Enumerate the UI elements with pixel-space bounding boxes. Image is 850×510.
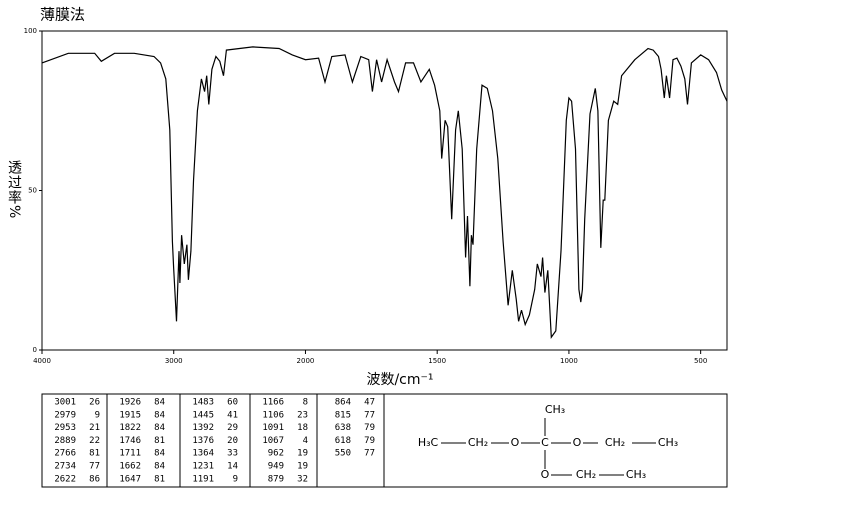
peak-transmittance: 84 [154, 449, 165, 459]
plot-frame [41, 30, 728, 351]
x-tick-label: 1500 [428, 357, 446, 365]
peak-wavenumber: 1711 [119, 449, 141, 459]
peak-wavenumber: 1915 [119, 410, 141, 420]
x-tick-label: 4000 [33, 357, 51, 365]
atom-label: O [541, 468, 550, 481]
peak-transmittance: 77 [89, 462, 100, 472]
peak-wavenumber: 1364 [192, 449, 214, 459]
peak-transmittance: 19 [297, 449, 308, 459]
peak-transmittance: 84 [154, 462, 165, 472]
peak-wavenumber: 3001 [54, 398, 76, 408]
atom-label: O [511, 436, 520, 449]
peak-transmittance: 14 [227, 462, 238, 472]
structure-bonds [441, 418, 656, 476]
peak-transmittance: 81 [154, 436, 165, 446]
peak-wavenumber: 1662 [119, 462, 141, 472]
atom-label: CH₃ [658, 436, 678, 449]
peak-transmittance: 77 [364, 410, 375, 420]
atom-label: H₃C [418, 436, 439, 449]
peak-transmittance: 84 [154, 423, 165, 433]
peak-transmittance: 86 [89, 474, 100, 484]
x-tick-label: 3000 [165, 357, 183, 365]
peak-wavenumber: 618 [335, 436, 351, 446]
peak-wavenumber: 949 [268, 462, 284, 472]
peak-transmittance: 79 [364, 436, 375, 446]
peak-wavenumber: 550 [335, 449, 351, 459]
atom-label: CH₂ [576, 468, 596, 481]
peak-wavenumber: 1191 [192, 474, 214, 484]
peak-transmittance: 47 [364, 398, 375, 408]
peak-wavenumber: 1067 [262, 436, 284, 446]
x-tick-label: 500 [694, 357, 707, 365]
peak-wavenumber: 1166 [262, 398, 284, 408]
peak-wavenumber: 1483 [192, 398, 214, 408]
peak-wavenumber: 2979 [54, 410, 76, 420]
peak-transmittance: 18 [297, 423, 308, 433]
atom-label: CH₂ [468, 436, 488, 449]
peak-wavenumber: 2889 [54, 436, 76, 446]
peak-transmittance: 84 [154, 398, 165, 408]
peak-transmittance: 77 [364, 449, 375, 459]
atom-label: O [573, 436, 582, 449]
peak-transmittance: 21 [89, 423, 100, 433]
peak-transmittance: 8 [303, 398, 308, 408]
peak-wavenumber: 1926 [119, 398, 141, 408]
peak-wavenumber: 2734 [54, 462, 76, 472]
chart-title: 薄膜法 [40, 6, 85, 24]
peak-transmittance: 29 [227, 423, 238, 433]
peak-transmittance: 9 [233, 474, 238, 484]
peak-transmittance: 41 [227, 410, 238, 420]
y-tick-label: 50 [28, 187, 37, 195]
peak-wavenumber: 2953 [54, 423, 76, 433]
peak-wavenumber: 815 [335, 410, 351, 420]
peak-transmittance: 60 [227, 398, 238, 408]
peak-transmittance: 20 [227, 436, 238, 446]
atom-label: C [541, 436, 549, 449]
peak-wavenumber: 2766 [54, 449, 76, 459]
atom-label: CH₂ [605, 436, 625, 449]
peak-wavenumber: 1106 [262, 410, 284, 420]
atom-label: CH₃ [545, 403, 565, 416]
peak-wavenumber: 1392 [192, 423, 214, 433]
peak-transmittance: 84 [154, 410, 165, 420]
peak-wavenumber: 1376 [192, 436, 214, 446]
peak-transmittance: 26 [89, 398, 100, 408]
peak-wavenumber: 638 [335, 423, 351, 433]
peak-wavenumber: 1647 [119, 474, 141, 484]
y-tick-label: 100 [24, 27, 37, 35]
spectrum-line [41, 46, 728, 339]
y-tick-label: 0 [33, 346, 37, 354]
peak-wavenumber: 864 [335, 398, 351, 408]
peak-transmittance: 79 [364, 423, 375, 433]
peak-wavenumber: 1445 [192, 410, 214, 420]
peak-transmittance: 32 [297, 474, 308, 484]
peak-wavenumber: 879 [268, 474, 284, 484]
x-tick-label: 2000 [297, 357, 315, 365]
peak-transmittance: 19 [297, 462, 308, 472]
y-axis-label: 透过率% [6, 160, 22, 220]
peak-wavenumber: 962 [268, 449, 284, 459]
peak-transmittance: 81 [89, 449, 100, 459]
peak-wavenumber: 1231 [192, 462, 214, 472]
peak-transmittance: 33 [227, 449, 238, 459]
peak-wavenumber: 1822 [119, 423, 141, 433]
peak-wavenumber: 1091 [262, 423, 284, 433]
peak-wavenumber: 1746 [119, 436, 141, 446]
peak-transmittance: 9 [95, 410, 100, 420]
x-tick-label: 1000 [560, 357, 578, 365]
x-axis-label: 波数/cm⁻¹ [366, 372, 433, 388]
atom-label: CH₃ [626, 468, 646, 481]
peak-transmittance: 4 [303, 436, 308, 446]
peak-transmittance: 23 [297, 410, 308, 420]
peak-transmittance: 81 [154, 474, 165, 484]
peak-transmittance: 22 [89, 436, 100, 446]
peak-wavenumber: 2622 [54, 474, 76, 484]
